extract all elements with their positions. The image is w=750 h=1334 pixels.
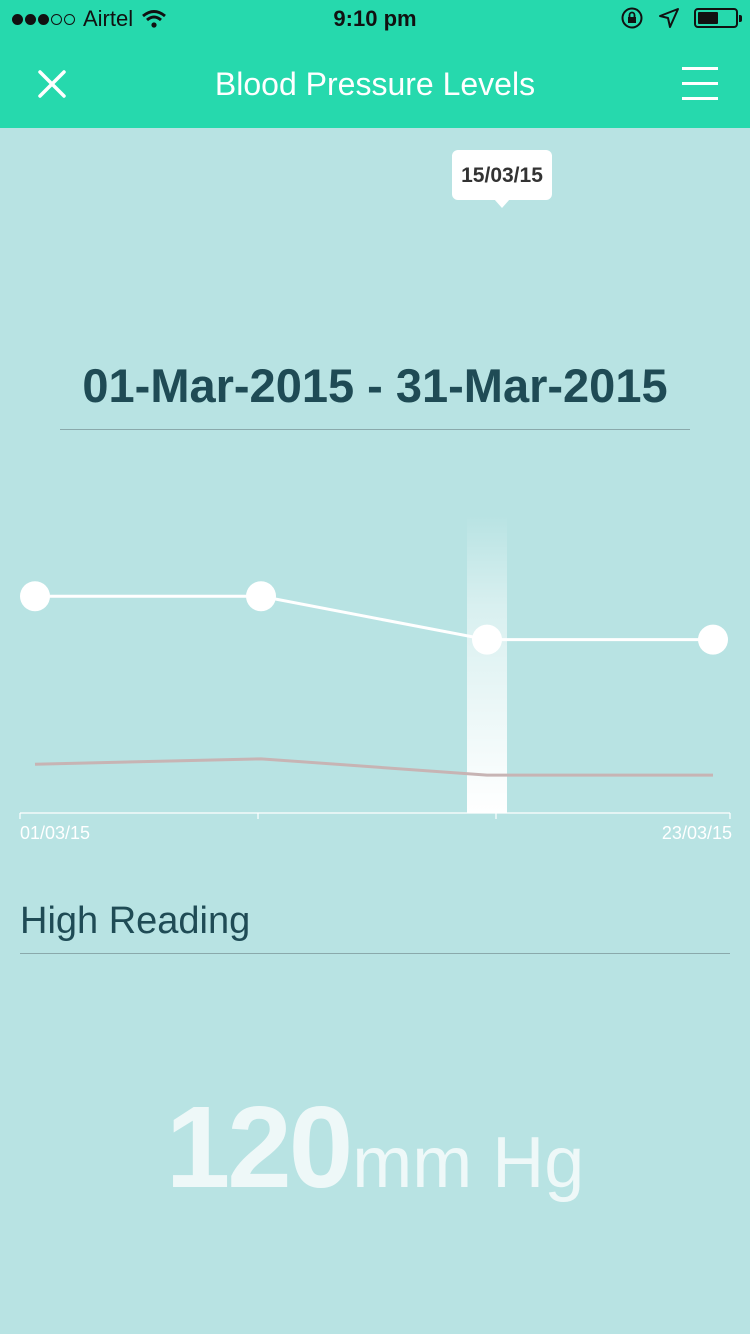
x-axis-end-label: 23/03/15 (661, 823, 732, 843)
date-range-underline (60, 429, 690, 430)
blood-pressure-chart[interactable] (0, 500, 750, 820)
signal-dot (38, 13, 49, 25)
reading-value: 120 (165, 1082, 354, 1212)
series-0-point[interactable] (246, 581, 276, 612)
hamburger-menu-icon (682, 67, 718, 100)
signal-strength-icon (12, 13, 75, 25)
status-bar: Airtel 9:10 pm (0, 0, 750, 40)
carrier-name: Airtel (83, 6, 134, 31)
close-icon (38, 70, 66, 98)
battery-icon (694, 8, 742, 28)
signal-dot (64, 13, 75, 25)
page-title: Blood Pressure Levels (214, 66, 536, 102)
selected-date-tooltip: 15/03/15 (452, 150, 552, 200)
status-left: Airtel (12, 6, 167, 32)
section-divider (20, 953, 730, 954)
signal-dot (51, 13, 62, 25)
signal-dot (25, 13, 36, 25)
series-1-line (34, 757, 713, 777)
x-axis-start-label: 01/03/15 (20, 823, 91, 843)
reading-display: 120mm Hg (0, 1080, 750, 1214)
battery-cap (739, 15, 742, 22)
status-right (620, 6, 742, 30)
reading-unit: mm Hg (352, 1123, 585, 1203)
high-reading-label: High Reading (20, 900, 251, 942)
tooltip-arrow (494, 199, 510, 208)
rotation-lock-icon (621, 7, 643, 29)
series-0-point[interactable] (20, 581, 50, 612)
date-range-title[interactable]: 01-Mar-2015 - 31-Mar-2015 (82, 359, 668, 412)
selected-column-highlight[interactable] (467, 515, 507, 813)
battery-level (698, 12, 718, 24)
signal-dot (12, 13, 23, 25)
location-arrow-icon (659, 8, 679, 28)
nav-bar: Blood Pressure Levels (0, 40, 750, 128)
menu-button[interactable] (678, 62, 722, 106)
status-time: 9:10 pm (333, 6, 417, 31)
wifi-icon (142, 10, 167, 28)
series-0-point[interactable] (698, 624, 728, 655)
series-0-line (35, 594, 713, 642)
series-0-point[interactable] (472, 624, 502, 655)
close-button[interactable] (28, 60, 76, 108)
